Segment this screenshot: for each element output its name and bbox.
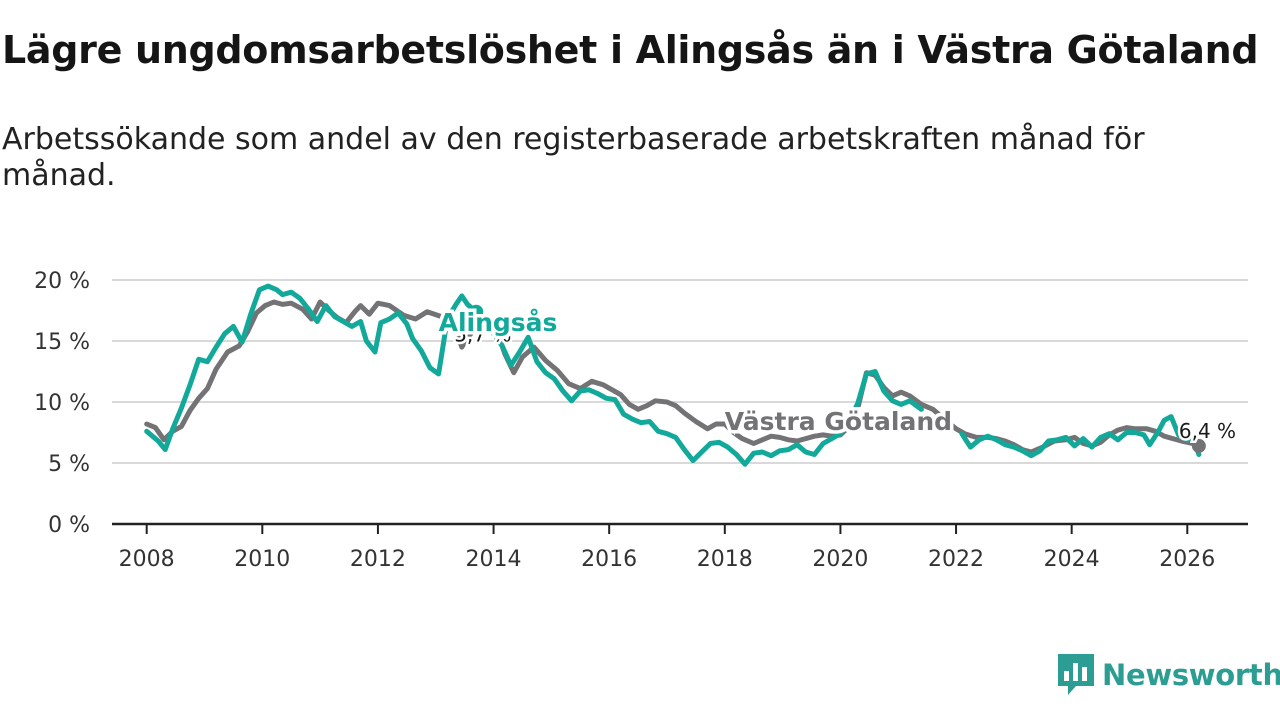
x-tick-label: 2026 [1159, 547, 1215, 572]
end-marker-alingsas [469, 304, 484, 319]
series-line-vastra [144, 299, 1202, 455]
y-tick-label: 10 % [34, 391, 90, 416]
series-line-alingsas [144, 283, 479, 453]
grid-layer [112, 279, 1248, 464]
series-label-alingsas: Alingsås [439, 308, 558, 337]
y-tick-label: 15 % [34, 330, 90, 355]
x-tick-label: 2016 [581, 547, 637, 572]
series-label-vastra: Västra Götaland [725, 407, 952, 436]
page-title: Lägre ungdomsarbetslöshet i Alingsås än … [2, 28, 1259, 72]
x-tick-label: 2024 [1044, 547, 1100, 572]
x-tick-label: 2014 [466, 547, 522, 572]
chart-subtitle: Arbetssökande som andel av den registerb… [2, 122, 1145, 193]
newsworthy-brand: Newsworthy [1058, 654, 1280, 696]
x-tick-label: 2012 [350, 547, 406, 572]
label-layer: 6,4 % 5,7 % Västra Götaland Alingsås [435, 305, 1238, 446]
x-tick-label: 2010 [234, 547, 290, 572]
series-line-alingsas [491, 331, 924, 467]
y-tick-label: 0 % [48, 513, 90, 538]
y-tick-label: 5 % [48, 452, 90, 477]
series-layer [144, 283, 1206, 467]
newsworthy-logo-icon [1058, 654, 1094, 695]
end-value-label-vastra: 6,4 % [1179, 419, 1236, 443]
end-value-label-alingsas: 5,7 % [454, 323, 511, 347]
brand-name: Newsworthy [1102, 658, 1280, 692]
end-marker-vastra [1191, 438, 1206, 453]
x-tick-label: 2018 [697, 547, 753, 572]
x-tick-label: 2008 [119, 547, 175, 572]
axis-layer: 0 % 5 % 10 % 15 % 20 % 2008 2010 2012 2014 2016 20… [34, 269, 1248, 572]
y-tick-label: 20 % [34, 269, 90, 294]
x-tick-label: 2022 [928, 547, 984, 572]
x-tick-label: 2020 [812, 547, 868, 572]
series-line-alingsas [959, 414, 1202, 459]
